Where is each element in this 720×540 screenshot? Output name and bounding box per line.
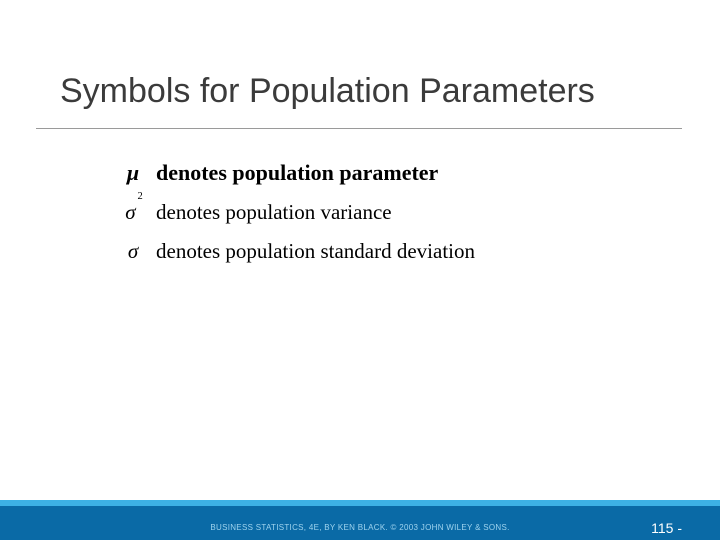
footer-attribution: BUSINESS STATISTICS, 4E, BY KEN BLACK. ©… bbox=[0, 523, 720, 532]
symbol: μ bbox=[110, 160, 156, 186]
definition-text: denotes population standard deviation bbox=[156, 239, 475, 264]
slide-title: Symbols for Population Parameters bbox=[60, 72, 660, 111]
definition-row: σdenotes population standard deviation bbox=[110, 239, 660, 264]
symbol: σ bbox=[110, 239, 156, 264]
definition-row: μdenotes population parameter bbox=[110, 160, 660, 186]
page-number: 115 - bbox=[651, 520, 682, 536]
title-underline bbox=[36, 128, 682, 129]
slide: Symbols for Population Parameters μdenot… bbox=[0, 0, 720, 540]
definition-text: denotes population parameter bbox=[156, 160, 438, 186]
title-area: Symbols for Population Parameters bbox=[60, 72, 660, 111]
definition-row: σ2denotes population variance bbox=[110, 200, 660, 225]
footer: BUSINESS STATISTICS, 4E, BY KEN BLACK. ©… bbox=[0, 500, 720, 540]
symbol: σ2 bbox=[110, 200, 156, 225]
definition-text: denotes population variance bbox=[156, 200, 392, 225]
content-area: μdenotes population parameterσ2denotes p… bbox=[110, 160, 660, 278]
symbol-superscript: 2 bbox=[138, 191, 143, 202]
footer-main-bar: BUSINESS STATISTICS, 4E, BY KEN BLACK. ©… bbox=[0, 506, 720, 540]
